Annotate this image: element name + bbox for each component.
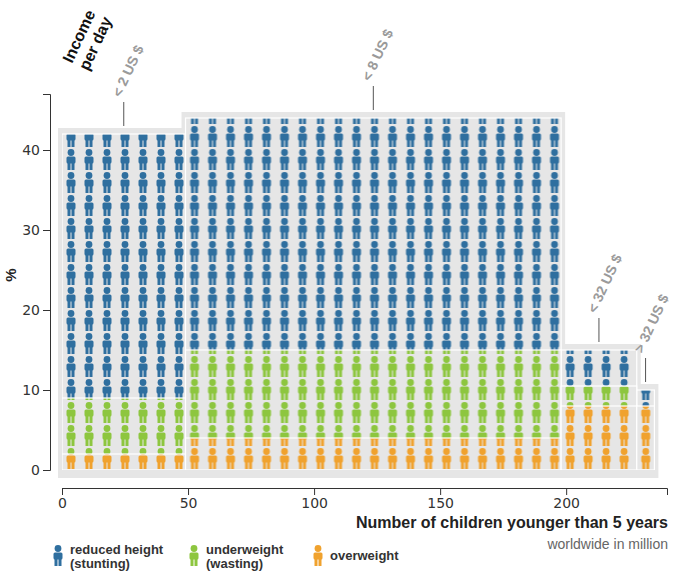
legend-label: reduced height(stunting) <box>70 542 164 571</box>
bar <box>637 406 655 470</box>
x-tick-mark <box>440 488 441 495</box>
icon-head <box>55 545 62 552</box>
legend-label-line: underweight <box>206 542 284 557</box>
y-tick-label: 20 <box>22 302 40 318</box>
bar <box>637 390 655 470</box>
panels <box>58 112 658 478</box>
x-label: Number of children younger than 5 years <box>356 514 668 531</box>
x-tick: 200 <box>553 488 580 511</box>
bar <box>186 438 562 470</box>
legend-label-line: (wasting) <box>206 556 263 571</box>
y-tick: 30 <box>22 222 50 238</box>
icon-body <box>54 553 63 560</box>
x-sublabel: worldwide in million <box>546 536 668 552</box>
x-tick: 50 <box>180 488 198 511</box>
icon-body <box>190 553 199 560</box>
legend-label-line: (stunting) <box>70 556 130 571</box>
x-tick-label: 0 <box>58 495 67 511</box>
panel <box>58 128 190 478</box>
y-tick: 40 <box>22 142 50 158</box>
bar <box>62 398 186 470</box>
y-tick-mark <box>43 390 50 391</box>
x-tick-label: 150 <box>427 495 454 511</box>
category-label: < 32 US $ <box>584 252 625 316</box>
y-tick-mark <box>43 310 50 311</box>
y-axis-line <box>43 95 51 471</box>
legend-label-line: overweight <box>330 548 399 563</box>
icon-leg <box>55 559 58 566</box>
x-tick-label: 50 <box>180 495 198 511</box>
y-tick-mark <box>43 230 50 231</box>
icon-body <box>314 553 323 560</box>
bar <box>186 118 562 470</box>
y-tick-label: 30 <box>22 222 40 238</box>
category-label: > 32 US $ <box>631 292 672 356</box>
x-tick-mark <box>566 488 567 495</box>
legend-label-line: reduced height <box>70 542 164 557</box>
legend-icon <box>190 545 199 566</box>
icon-leg <box>195 559 198 566</box>
icon-head <box>315 545 322 552</box>
x-tick-label: 200 <box>553 495 580 511</box>
y-axis: 0 10 20 30 40 <box>22 95 50 478</box>
leader-line <box>373 86 374 110</box>
x-tick-label: 100 <box>301 495 328 511</box>
title: Incomeper day <box>59 6 115 72</box>
bar <box>62 134 186 470</box>
panel <box>557 344 641 478</box>
bar <box>561 350 637 470</box>
y-tick-mark <box>43 150 50 151</box>
bar <box>561 406 637 470</box>
x-tick-mark <box>314 488 315 495</box>
x-tick: 0 <box>58 488 67 511</box>
icon-head <box>191 545 198 552</box>
bar <box>561 386 637 470</box>
x-tick: 100 <box>301 488 328 511</box>
y-tick: 0 <box>31 462 50 478</box>
y-tick: 10 <box>22 382 50 398</box>
icon-leg <box>59 559 62 566</box>
icon-leg <box>191 559 194 566</box>
x-tick-mark <box>188 488 189 495</box>
category-label: < 8 US $ <box>359 27 397 84</box>
legend-icon <box>54 545 63 566</box>
chart: 0 10 20 30 40 0 50 100 150 200% Number of children… <box>0 0 685 573</box>
x-axis: 0 50 100 150 200 <box>58 488 667 511</box>
icon-leg <box>315 559 318 566</box>
legend: reduced height(stunting) underweight(wast… <box>54 542 400 571</box>
bars <box>62 118 654 470</box>
leader-line <box>645 358 646 382</box>
y-tick-label: 10 <box>22 382 40 398</box>
y-label: % <box>2 268 19 281</box>
leader-line <box>598 318 599 342</box>
y-tick-label: 40 <box>22 142 40 158</box>
bar <box>62 454 186 470</box>
y-tick: 20 <box>22 302 50 318</box>
legend-label: underweight(wasting) <box>206 542 284 571</box>
title-line: per day <box>76 14 116 73</box>
x-tick-mark <box>62 488 63 495</box>
legend-label: overweight <box>330 548 399 563</box>
leader-line <box>123 102 124 126</box>
panel <box>182 112 566 478</box>
bar <box>186 350 562 470</box>
x-tick: 150 <box>427 488 454 511</box>
icon-leg <box>319 559 322 566</box>
y-tick-label: 0 <box>31 462 40 478</box>
category-label: < 2 US $ <box>109 43 147 100</box>
legend-icon <box>314 545 323 566</box>
y-tick-mark <box>43 470 50 471</box>
